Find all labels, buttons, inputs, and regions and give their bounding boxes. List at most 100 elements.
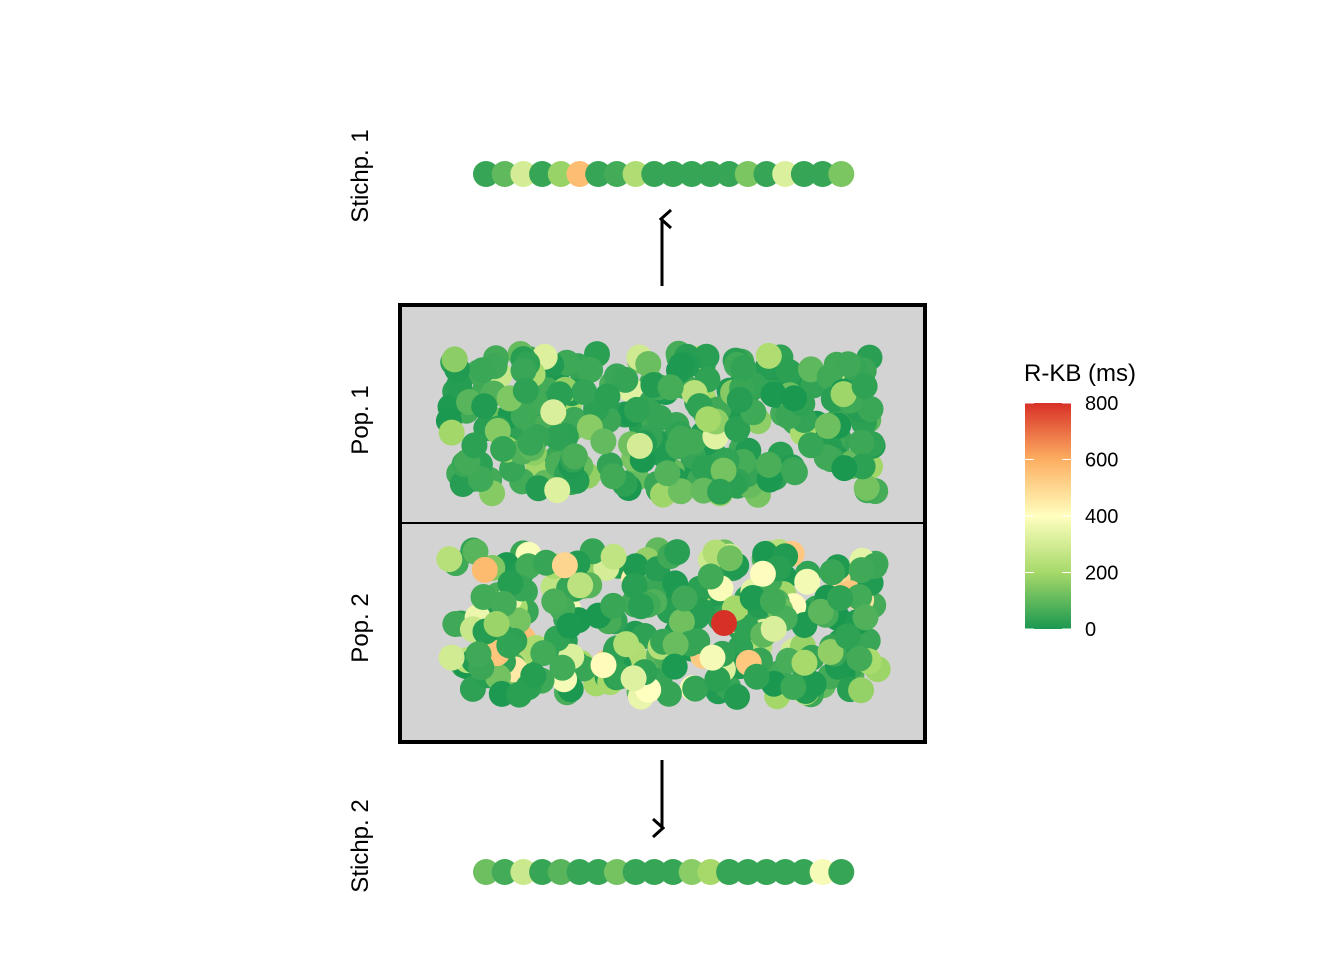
- sample-point: [547, 161, 574, 187]
- sample-point: [473, 859, 499, 885]
- population-point: [497, 570, 524, 597]
- population-point: [436, 546, 463, 573]
- sample-point: [641, 859, 668, 885]
- population-point: [571, 379, 598, 405]
- population-point: [781, 459, 808, 486]
- population-point: [520, 662, 547, 689]
- pop2-points: [436, 537, 891, 710]
- population-panel-border: [398, 303, 927, 744]
- legend-title: R-KB (ms): [1024, 360, 1136, 387]
- population-point: [726, 386, 753, 413]
- population-point: [848, 557, 875, 584]
- sample2-points: [473, 859, 855, 885]
- population-point: [846, 645, 873, 672]
- population-point: [438, 419, 465, 446]
- population-point: [646, 404, 673, 431]
- population-point: [690, 455, 717, 482]
- population-point: [819, 559, 846, 586]
- population-point: [549, 654, 576, 681]
- population-point: [590, 652, 617, 679]
- population-point: [622, 553, 649, 580]
- population-point: [612, 366, 639, 393]
- population-point: [469, 357, 496, 384]
- population-point: [857, 396, 884, 422]
- population-point: [800, 671, 827, 698]
- population-point: [438, 644, 465, 671]
- population-point: [851, 373, 878, 400]
- population-point: [759, 588, 786, 615]
- pop1-points: [435, 340, 889, 508]
- population-point: [623, 396, 650, 423]
- sample-point: [772, 859, 799, 885]
- sample-point: [585, 161, 612, 187]
- population-point: [848, 429, 875, 456]
- population-point: [465, 641, 492, 668]
- sample-point: [622, 161, 649, 187]
- population-point: [512, 377, 539, 404]
- population-point: [710, 457, 737, 484]
- population-point: [791, 649, 818, 676]
- sample-point: [473, 161, 499, 187]
- population-point-max: [711, 610, 737, 636]
- population-point: [794, 568, 821, 595]
- population-point: [807, 598, 834, 625]
- population-point: [755, 342, 782, 369]
- population-point: [853, 474, 880, 501]
- sample-point: [753, 859, 780, 885]
- sample-point: [790, 859, 817, 885]
- legend-tick-label: 200: [1085, 563, 1118, 585]
- population-point: [739, 585, 766, 611]
- population-point: [697, 563, 724, 590]
- sample-point: [547, 859, 574, 885]
- population-point: [743, 663, 770, 690]
- sample-point: [772, 161, 799, 187]
- population-point: [544, 477, 571, 504]
- sample-point: [734, 859, 761, 885]
- population-point: [661, 653, 688, 680]
- population-point: [814, 413, 841, 439]
- sample-point: [660, 859, 686, 885]
- population-point: [551, 552, 578, 579]
- population-point: [567, 572, 594, 599]
- legend-tick-label: 400: [1085, 506, 1118, 528]
- population-point: [846, 584, 873, 611]
- sample-point: [828, 859, 855, 885]
- population-point: [496, 632, 523, 659]
- population-point: [510, 357, 537, 384]
- sample-point: [622, 859, 649, 885]
- sample-point: [660, 161, 686, 187]
- population-point: [835, 351, 861, 378]
- population-point: [490, 590, 517, 617]
- sample-point: [529, 161, 556, 187]
- population-point: [730, 355, 757, 382]
- population-point: [530, 640, 557, 667]
- population-point: [483, 611, 510, 637]
- population-point: [724, 416, 751, 443]
- population-point: [665, 433, 692, 460]
- sample-point: [529, 859, 556, 885]
- population-point: [760, 381, 787, 408]
- population-point: [831, 455, 858, 482]
- sample-point: [828, 161, 855, 187]
- sample-point: [716, 859, 743, 885]
- population-point: [626, 432, 653, 459]
- population-point: [668, 352, 695, 379]
- population-point: [671, 585, 698, 612]
- population-point: [594, 383, 621, 410]
- population-point: [780, 674, 807, 700]
- population-point: [541, 588, 568, 615]
- population-point: [441, 346, 468, 373]
- legend-ticks: 0 200 400 600 800: [1025, 393, 1118, 641]
- population-point: [781, 385, 807, 412]
- sample-point: [566, 859, 593, 885]
- sample-point: [716, 161, 743, 187]
- population-point: [635, 351, 662, 377]
- population-point: [613, 631, 640, 658]
- sample-point: [603, 859, 630, 885]
- population-point: [749, 560, 776, 587]
- population-point: [834, 623, 861, 650]
- population-point: [667, 478, 694, 505]
- population-point: [852, 604, 879, 631]
- population-point: [657, 374, 684, 401]
